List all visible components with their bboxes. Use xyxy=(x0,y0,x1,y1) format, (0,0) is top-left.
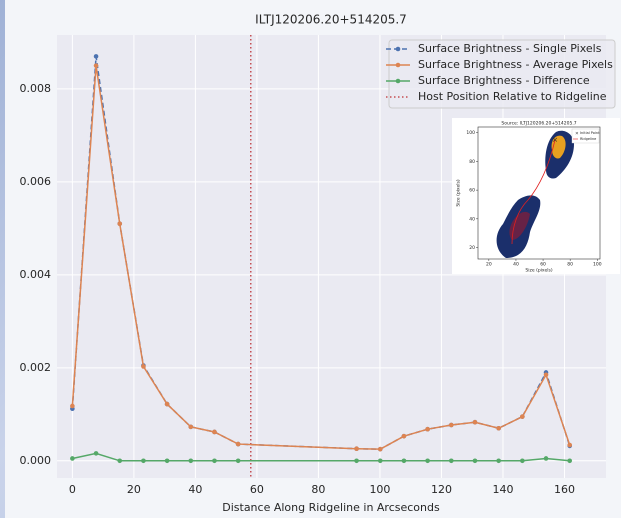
data-point xyxy=(236,442,241,447)
data-point xyxy=(70,456,75,461)
y-tick-label: 0.002 xyxy=(20,361,52,374)
inset-x-label: Size (pixels) xyxy=(525,268,552,274)
data-point xyxy=(236,459,241,464)
inset-y-tick-label: 80 xyxy=(469,159,475,165)
inset-x-tick-label: 100 xyxy=(593,262,602,268)
inset-legend-marker: × xyxy=(575,131,579,137)
x-tick-label: 80 xyxy=(311,483,325,496)
y-tick-label: 0.000 xyxy=(20,454,52,467)
inset-x-tick-label: 20 xyxy=(486,262,492,268)
legend-marker xyxy=(396,79,401,84)
data-point xyxy=(212,430,217,435)
data-point xyxy=(165,402,170,407)
legend-marker xyxy=(396,63,401,68)
y-tick-label: 0.004 xyxy=(20,268,52,281)
x-tick-label: 160 xyxy=(554,483,575,496)
x-tick-label: 20 xyxy=(127,483,141,496)
legend-label: Surface Brightness - Difference xyxy=(418,74,590,87)
data-point xyxy=(473,420,478,425)
x-tick-label: 0 xyxy=(69,483,76,496)
inset-x-tick-label: 60 xyxy=(540,262,546,268)
data-point xyxy=(520,459,525,464)
inset-title: Source: ILTJ120206.20+514205.7 xyxy=(501,121,576,127)
data-point xyxy=(567,459,572,464)
x-tick-label: 60 xyxy=(250,483,264,496)
data-point xyxy=(496,426,501,431)
data-point xyxy=(544,373,549,378)
x-tick-label: 40 xyxy=(188,483,202,496)
data-point xyxy=(473,459,478,464)
y-tick-label: 0.008 xyxy=(20,82,52,95)
x-tick-label: 120 xyxy=(431,483,452,496)
data-point xyxy=(425,459,430,464)
inset-x-tick-label: 40 xyxy=(513,262,519,268)
inset-initial-point: × xyxy=(552,136,558,144)
data-point xyxy=(94,63,99,68)
inset-y-tick-label: 40 xyxy=(469,216,475,222)
data-point xyxy=(402,434,407,439)
y-tick-label: 0.006 xyxy=(20,175,52,188)
data-point xyxy=(188,425,193,430)
inset-y-tick-label: 100 xyxy=(466,130,475,136)
legend-label: Surface Brightness - Single Pixels xyxy=(418,42,602,55)
legend-marker xyxy=(396,47,401,52)
x-tick-label: 140 xyxy=(492,483,513,496)
data-point xyxy=(402,459,407,464)
legend-label: Host Position Relative to Ridgeline xyxy=(418,90,607,103)
data-point xyxy=(567,443,572,448)
data-point xyxy=(496,459,501,464)
data-point xyxy=(354,446,359,451)
inset-x-tick-label: 80 xyxy=(567,262,573,268)
inset-legend-label: Ridgeline xyxy=(580,137,596,141)
data-point xyxy=(165,459,170,464)
data-point xyxy=(117,221,122,226)
inset-y-label: Size (pixels) xyxy=(456,179,462,206)
inset: × × Source: ILTJ120206.20+514205.7 Size (… xyxy=(452,118,620,274)
data-point xyxy=(425,427,430,432)
inset-y-tick-label: 20 xyxy=(469,245,475,251)
data-point xyxy=(449,459,454,464)
chart: ILTJ120206.20+514205.7 Distance Along Ri… xyxy=(0,0,621,518)
data-point xyxy=(544,456,549,461)
data-point xyxy=(449,423,454,428)
data-point xyxy=(94,451,99,456)
chart-title: ILTJ120206.20+514205.7 xyxy=(255,13,407,27)
inset-axes xyxy=(478,127,600,259)
data-point xyxy=(378,447,383,452)
data-point xyxy=(188,459,193,464)
data-point xyxy=(378,459,383,464)
page: {"chart_data": { "type": "line", "title"… xyxy=(0,0,621,518)
data-point xyxy=(141,459,146,464)
inset-legend-label: Initial Point xyxy=(580,131,600,135)
data-point xyxy=(94,54,99,59)
legend-label: Surface Brightness - Average Pixels xyxy=(418,58,613,71)
data-point xyxy=(70,404,75,409)
inset-y-tick-label: 60 xyxy=(469,188,475,194)
data-point xyxy=(212,459,217,464)
data-point xyxy=(520,414,525,419)
data-point xyxy=(141,364,146,369)
data-point xyxy=(117,459,122,464)
x-axis-label: Distance Along Ridgeline in Arcseconds xyxy=(222,501,440,514)
data-point xyxy=(354,459,359,464)
legend: Surface Brightness - Single Pixels Surfac… xyxy=(386,40,615,108)
x-tick-label: 100 xyxy=(369,483,390,496)
